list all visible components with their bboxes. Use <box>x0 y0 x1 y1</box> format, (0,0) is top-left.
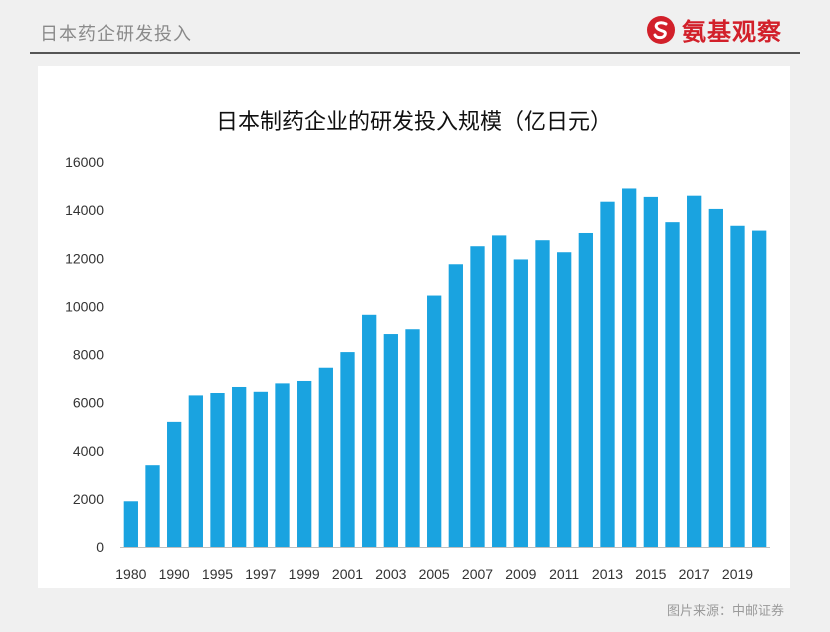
x-tick-label: 1995 <box>202 566 233 582</box>
header-divider <box>30 52 800 54</box>
bar-chart: 0 2000 4000 6000 8000 10000 12000 14000 16000 198… <box>65 154 770 582</box>
x-tick-label: 1999 <box>289 566 320 582</box>
bar <box>427 295 442 547</box>
x-tick-label: 2009 <box>505 566 536 582</box>
x-tick-label: 2017 <box>679 566 710 582</box>
source-separator: ： <box>718 604 732 619</box>
bar <box>167 421 182 547</box>
bar <box>448 264 463 547</box>
bar <box>383 334 398 547</box>
y-tick-label: 6000 <box>73 395 104 411</box>
x-tick-label: 2003 <box>375 566 406 582</box>
bar <box>210 393 225 547</box>
bar <box>600 201 615 547</box>
bar <box>708 208 723 547</box>
x-tick-label: 2001 <box>332 566 363 582</box>
x-tick-label: 2013 <box>592 566 623 582</box>
source-value: 中邮证券 <box>731 604 784 619</box>
x-tick-label: 1980 <box>115 566 146 582</box>
bar <box>730 225 745 547</box>
bar <box>687 195 702 547</box>
bar <box>232 386 247 547</box>
y-tick-label: 4000 <box>73 443 104 459</box>
brand-logo: 氨基观察 <box>646 12 782 47</box>
bar <box>405 329 420 547</box>
bar <box>578 232 593 547</box>
y-tick-label: 16000 <box>65 154 104 170</box>
x-tick-label: 2005 <box>419 566 450 582</box>
y-tick-label: 14000 <box>65 202 104 218</box>
y-tick-label: 12000 <box>65 250 104 266</box>
y-tick-label: 0 <box>96 539 104 555</box>
x-tick-label: 2011 <box>549 566 579 582</box>
source-credit: 图片来源：中邮证券 <box>667 600 784 619</box>
x-tick-label: 2015 <box>635 566 666 582</box>
source-label: 图片来源 <box>666 604 719 619</box>
bar <box>535 240 550 547</box>
chart-panel: 日本制药企业的研发投入规模（亿日元） 0 2000 4000 6000 8000 1000… <box>38 66 790 588</box>
bar <box>340 352 355 547</box>
bar <box>123 501 138 547</box>
page-title: 日本药企研发投入 <box>40 24 192 45</box>
bar <box>253 391 268 547</box>
bar <box>188 395 203 547</box>
y-tick-label: 10000 <box>65 298 104 314</box>
bar <box>752 230 767 547</box>
bar <box>145 465 160 547</box>
x-tick-label: 1990 <box>159 566 190 582</box>
y-tick-label: 8000 <box>73 347 104 363</box>
bar <box>275 383 290 547</box>
bar <box>362 314 377 547</box>
y-tick-label: 2000 <box>73 491 104 507</box>
bar <box>297 380 312 547</box>
bar <box>470 246 485 547</box>
chart-title: 日本制药企业的研发投入规模（亿日元） <box>215 110 612 135</box>
bar <box>643 196 658 547</box>
x-tick-label: 1997 <box>245 566 276 582</box>
bar <box>492 235 507 547</box>
x-tick-label: 2019 <box>722 566 753 582</box>
bar <box>665 222 680 547</box>
logo-s-icon <box>647 15 675 44</box>
bar <box>557 252 572 547</box>
bar <box>318 367 333 547</box>
bar <box>513 259 528 547</box>
logo-text: 氨基观察 <box>682 18 782 46</box>
bar <box>622 188 637 547</box>
x-tick-label: 2007 <box>462 566 493 582</box>
